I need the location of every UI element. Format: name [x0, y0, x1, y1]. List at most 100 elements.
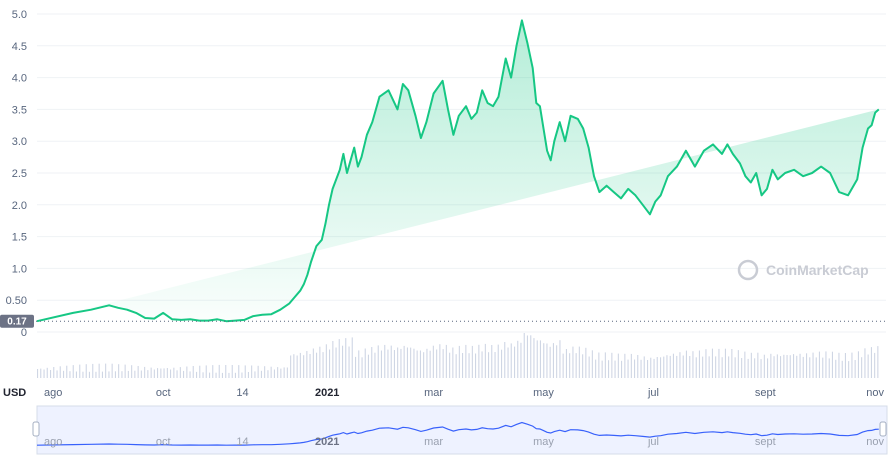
volume-bar: [410, 347, 412, 378]
volume-bar: [361, 357, 363, 378]
navigator-left-handle[interactable]: [32, 421, 40, 437]
volume-bar: [176, 370, 178, 378]
volume-bars: [37, 333, 879, 378]
volume-bar: [329, 349, 331, 378]
volume-bar: [630, 353, 632, 378]
volume-bar: [491, 345, 493, 378]
volume-bar: [543, 343, 545, 378]
navigator[interactable]: ago oct 14 2021 mar may jul sept nov: [32, 405, 888, 455]
volume-bar: [348, 346, 350, 378]
volume-bar: [462, 353, 464, 378]
volume-bar: [150, 367, 152, 378]
volume-bar: [436, 349, 438, 378]
x-tick-label: sept: [755, 387, 776, 399]
navigator-tick-label: jul: [647, 436, 659, 448]
volume-bar: [663, 356, 665, 378]
y-tick-label: 3.0: [12, 136, 27, 148]
volume-bar: [838, 352, 840, 378]
volume-bar: [647, 360, 649, 378]
volume-bar: [870, 347, 872, 378]
volume-bar: [439, 344, 441, 378]
volume-bar: [711, 348, 713, 378]
volume-bar: [724, 348, 726, 378]
volume-bar: [221, 372, 223, 378]
volume-bar: [46, 367, 48, 378]
volume-bar: [471, 345, 473, 378]
volume-bar: [695, 357, 697, 378]
navigator-right-handle[interactable]: [879, 421, 887, 437]
volume-bar: [374, 352, 376, 378]
volume-bar: [270, 366, 272, 378]
volume-bar: [166, 368, 168, 378]
volume-bar: [831, 351, 833, 378]
volume-bar: [124, 364, 126, 378]
volume-bar: [857, 351, 859, 378]
volume-bar: [63, 370, 65, 378]
x-tick-label: 14: [236, 387, 248, 399]
volume-bar: [747, 358, 749, 378]
volume-bar: [624, 353, 626, 378]
volume-bar: [569, 353, 571, 378]
volume-bar: [465, 344, 467, 378]
volume-bar: [669, 355, 671, 378]
volume-bar: [812, 352, 814, 378]
volume-bar: [53, 367, 55, 378]
volume-bar: [234, 372, 236, 378]
volume-bar: [153, 369, 155, 378]
currency-label: USD: [3, 387, 26, 399]
volume-bar: [371, 347, 373, 378]
volume-bar: [358, 350, 360, 378]
volume-bar: [384, 344, 386, 378]
volume-bar: [552, 343, 554, 378]
volume-bar: [809, 357, 811, 378]
volume-bar: [335, 347, 337, 378]
volume-bar: [286, 367, 288, 378]
volume-bar: [442, 349, 444, 378]
volume-bar: [121, 371, 123, 378]
volume-bar: [393, 350, 395, 378]
x-tick-label: ago: [44, 387, 62, 399]
volume-bar: [611, 352, 613, 378]
volume-bar: [241, 372, 243, 378]
volume-bar: [199, 365, 201, 378]
volume-bar: [734, 357, 736, 378]
volume-bar: [355, 356, 357, 378]
volume-bar: [118, 364, 120, 378]
navigator-window[interactable]: [36, 405, 888, 455]
volume-bar: [426, 348, 428, 378]
volume-bar: [481, 351, 483, 378]
y-tick-label: 2.0: [12, 200, 27, 212]
volume-bar: [387, 349, 389, 378]
volume-bar: [225, 365, 227, 378]
volume-bar: [621, 360, 623, 378]
navigator-tick-label: mar: [424, 436, 443, 448]
volume-bar: [728, 356, 730, 378]
volume-bar: [692, 351, 694, 378]
volume-bar: [309, 354, 311, 378]
volume-bar: [640, 359, 642, 378]
volume-bar: [488, 352, 490, 378]
volume-bar: [377, 345, 379, 378]
volume-bar: [212, 365, 214, 378]
volume-bar: [565, 349, 567, 378]
volume-bar: [455, 354, 457, 378]
volume-bar: [69, 371, 71, 378]
watermark-text: CoinMarketCap: [766, 262, 869, 278]
volume-bar: [254, 371, 256, 378]
volume-bar: [617, 353, 619, 378]
volume-bar: [40, 368, 42, 378]
volume-bar: [88, 371, 90, 378]
volume-bar: [685, 350, 687, 378]
volume-bar: [504, 342, 506, 378]
volume-bar: [556, 345, 558, 378]
watermark: CoinMarketCap: [737, 259, 869, 281]
volume-bar: [549, 346, 551, 378]
volume-bar: [85, 364, 87, 378]
volume-bar: [163, 368, 165, 378]
volume-bar: [231, 365, 233, 378]
volume-bar: [66, 365, 68, 378]
volume-bar: [731, 349, 733, 378]
navigator-series-line: [36, 421, 879, 446]
volume-bar: [523, 333, 525, 378]
